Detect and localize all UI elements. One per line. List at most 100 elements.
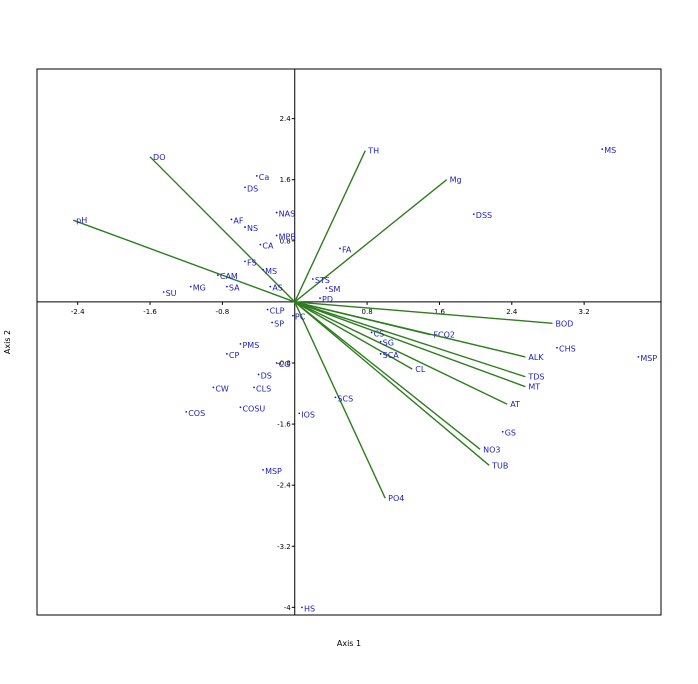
x-tick-label: 1.6 xyxy=(434,308,446,316)
vector-label: FCO2 xyxy=(433,331,455,340)
score-point xyxy=(244,186,246,189)
loading-vector xyxy=(294,301,413,370)
score-point xyxy=(216,274,219,277)
loading-vector xyxy=(294,301,526,388)
score-points: MSDSSFASTSSMPDMSPCHSGSCSSGSCASCSHSCaDSNA… xyxy=(162,146,657,613)
score-point xyxy=(334,396,337,399)
y-tick-label: -1.6 xyxy=(277,421,291,429)
loading-vector xyxy=(294,301,553,324)
x-tick-label: 2.4 xyxy=(506,308,518,316)
vector-label: BOD xyxy=(555,319,573,328)
score-point xyxy=(370,331,373,334)
score-point xyxy=(298,412,301,415)
loading-vector xyxy=(72,219,295,303)
vector-label: TUB xyxy=(491,461,508,470)
score-point xyxy=(257,373,260,376)
score-point xyxy=(185,410,188,413)
loading-vector xyxy=(294,301,526,378)
point-label: PD xyxy=(322,295,333,304)
point-label: SP xyxy=(274,320,284,329)
score-point xyxy=(262,268,264,271)
point-label: MPB xyxy=(279,232,296,241)
point-label: CG xyxy=(279,360,291,369)
point-label: STS xyxy=(315,276,330,285)
point-label: PMS xyxy=(242,341,259,350)
point-label: NS xyxy=(247,224,258,233)
vector-label: pH xyxy=(76,216,87,225)
score-point xyxy=(212,386,215,389)
point-label: Ca xyxy=(259,173,270,182)
score-point xyxy=(501,430,504,433)
vector-label: PO4 xyxy=(388,494,404,503)
point-label: COSU xyxy=(242,404,265,413)
point-label: CLS xyxy=(256,384,271,393)
score-point xyxy=(162,291,165,293)
loading-vector xyxy=(294,301,490,466)
score-point xyxy=(275,211,278,214)
point-label: AS xyxy=(272,284,283,293)
score-point xyxy=(226,352,228,355)
point-label: SCS xyxy=(337,394,353,403)
vector-label: MT xyxy=(528,383,540,392)
point-label: CAM xyxy=(220,272,238,281)
point-label: MG xyxy=(193,284,206,293)
point-label: MS xyxy=(265,267,277,276)
point-label: HS xyxy=(304,604,315,613)
point-label: GS xyxy=(505,429,516,438)
point-label: DSS xyxy=(476,211,492,220)
score-point xyxy=(269,285,272,288)
point-label: SG xyxy=(383,339,394,348)
score-point xyxy=(230,218,233,221)
score-point xyxy=(292,314,294,317)
vector-label: DO xyxy=(153,153,165,162)
vector-label: Mg xyxy=(450,176,462,185)
vector-label: CL xyxy=(415,365,426,374)
point-label: MS xyxy=(604,146,616,155)
score-point xyxy=(275,362,278,364)
point-label: CS xyxy=(374,329,385,338)
y-axis-title: Axis 2 xyxy=(3,330,12,354)
point-label: AF xyxy=(233,216,243,225)
score-point xyxy=(311,278,314,280)
x-tick-label: 0.8 xyxy=(362,308,373,316)
point-label: SCA xyxy=(383,351,400,360)
score-point xyxy=(601,148,604,151)
loading-vector xyxy=(294,179,448,303)
score-point xyxy=(339,247,341,250)
zero-axes xyxy=(37,69,661,615)
x-tick-label: -2.4 xyxy=(71,308,85,316)
point-label: SM xyxy=(328,285,340,294)
score-point xyxy=(379,340,382,343)
plot-frame xyxy=(36,68,662,616)
y-tick-label: 0.8 xyxy=(280,237,291,245)
point-label: CA xyxy=(262,242,274,251)
y-tick-label: -2.4 xyxy=(277,482,291,490)
vector-label: TDS xyxy=(527,373,544,382)
score-point xyxy=(244,260,246,263)
point-label: CP xyxy=(229,351,240,360)
loading-vector xyxy=(294,301,481,450)
point-label: DS xyxy=(247,184,258,193)
score-point xyxy=(239,406,242,409)
score-point xyxy=(253,386,255,389)
score-point xyxy=(189,285,192,288)
score-point xyxy=(472,213,475,215)
score-point xyxy=(325,287,328,290)
vector-label: AT xyxy=(510,400,520,409)
point-label: FS xyxy=(247,258,257,267)
point-label: MSP xyxy=(640,354,657,363)
score-point xyxy=(275,234,278,237)
y-tick-label: 1.6 xyxy=(280,176,292,184)
score-point xyxy=(556,346,558,349)
score-point xyxy=(379,352,382,355)
point-label: CW xyxy=(215,384,229,393)
y-tick-label: 2.4 xyxy=(280,115,292,123)
x-tick-label: 3.2 xyxy=(579,308,590,316)
score-point xyxy=(301,606,303,609)
point-label: PC xyxy=(295,313,306,322)
tick-labels: -2.4 -1.6 -0.8 0.8 1.6 2.4 3.2 2.4 1.6 0.8 -0.8 -1.… xyxy=(71,115,590,612)
score-point xyxy=(262,469,264,471)
y-tick-label: -4 xyxy=(284,604,292,612)
score-point xyxy=(637,355,640,358)
